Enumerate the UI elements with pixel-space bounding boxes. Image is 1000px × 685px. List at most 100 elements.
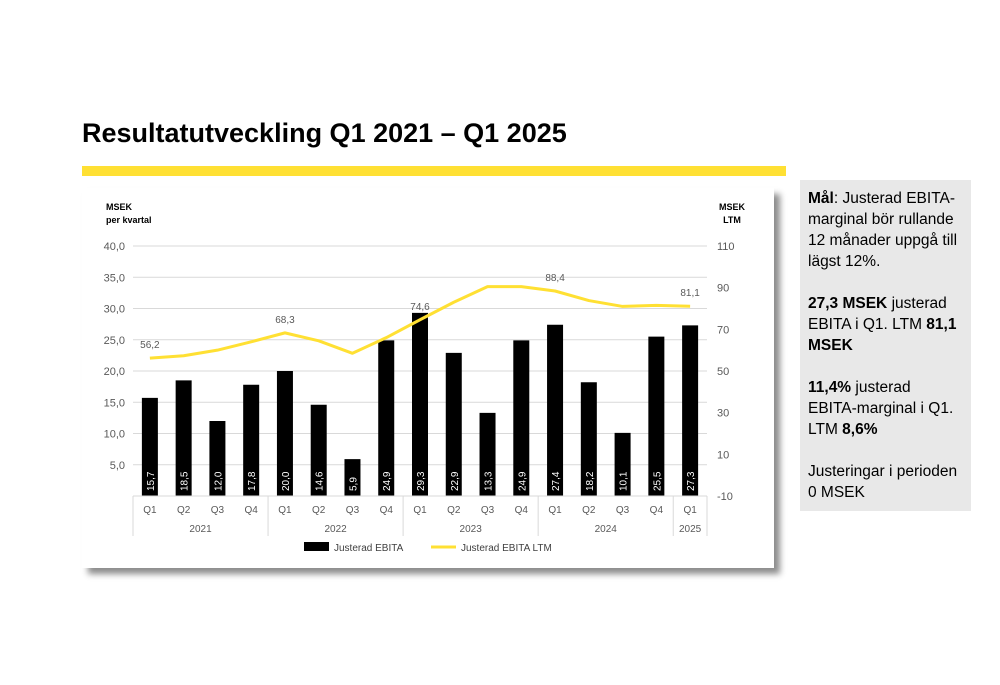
y-left-title: per kvartal [106,215,152,225]
year-label: 2025 [679,524,702,535]
y-right-title: LTM [723,215,741,225]
y-left-tick-label: 20,0 [104,366,125,378]
y-left-tick-label: 25,0 [104,335,125,347]
adjustments-paragraph: Justeringar i perioden 0 MSEK [808,461,963,503]
bar-value-label: 29,3 [416,471,427,491]
x-tick-label: Q2 [447,505,461,516]
legend-label-line: Justerad EBITA LTM [461,543,552,554]
y-left-tick-label: 35,0 [104,272,125,284]
y-right-tick-label: 50 [717,366,729,378]
bar [243,384,260,496]
bar-value-label: 22,9 [450,471,461,491]
bar [479,412,496,496]
margin-text: justerad EBITA-marginal i Q1. LTM [808,379,954,438]
bar-value-label: 14,6 [315,471,326,491]
line-value-label: 88,4 [545,273,565,284]
year-label: 2022 [324,524,347,535]
bar [344,459,361,496]
x-tick-label: Q2 [177,505,191,516]
line-value-label: 81,1 [680,288,700,299]
y-left-tick-label: 15,0 [104,397,125,409]
y-right-tick-label: 70 [717,324,729,336]
x-tick-label: Q3 [481,505,495,516]
title-underline-bar [82,166,786,176]
year-label: 2021 [189,524,212,535]
bar-value-label: 15,7 [146,471,157,491]
y-right-tick-label: 30 [717,408,729,420]
bar-value-label: 5,9 [348,477,359,491]
bar-value-label: 25,5 [652,471,663,491]
ltm-line [149,285,691,360]
legend-label-bar: Justerad EBITA [334,543,404,554]
x-tick-label: Q2 [312,505,326,516]
bar [580,382,597,496]
bar-value-label: 27,3 [686,471,697,491]
x-tick-label: Q4 [650,505,664,516]
year-label: 2024 [595,524,618,535]
line-value-label: 68,3 [275,315,295,326]
x-tick-label: Q2 [582,505,596,516]
ebita-value: 27,3 MSEK [808,295,888,312]
x-tick-label: Q1 [683,505,697,516]
ebita-chart: 5,0 10,0 15,0 20,0 25,0 30,0 35,0 40,0 -10 10 30 50… [104,202,746,554]
margin-paragraph: 11,4% justerad EBITA-marginal i Q1. LTM … [808,377,963,440]
x-tick-label: Q4 [245,505,259,516]
margin-ltm-value: 8,6% [842,421,878,438]
y-left-tick-label: 40,0 [104,241,125,253]
goal-paragraph: Mål: Justerad EBITA-marginal bör rulland… [808,188,963,272]
bar [513,340,530,496]
line-value-label: 74,6 [410,302,430,313]
adjustments-text: Justeringar i perioden 0 MSEK [808,463,958,501]
chart-panel: 5,0 10,0 15,0 20,0 25,0 30,0 35,0 40,0 -10 10 30 50… [82,188,774,568]
goal-label: Mål [808,190,834,207]
y-left-tick-label: 30,0 [104,304,125,316]
x-tick-label: Q1 [548,505,562,516]
y-left-title: MSEK [106,202,133,212]
y-right-tick-label: -10 [717,491,733,503]
bar [175,380,192,496]
bar [614,432,631,496]
bar-value-label: 24,9 [517,471,528,491]
bar-value-label: 20,0 [281,471,292,491]
goal-text: : Justerad EBITA-marginal bör rullande 1… [808,190,958,270]
bar-value-label: 13,3 [484,471,495,491]
line-value-label: 56,2 [140,340,160,351]
bar [445,352,462,496]
bar [682,325,699,496]
bar-value-label: 24,9 [382,471,393,491]
bar [276,371,293,496]
y-right-tick-label: 90 [717,283,729,295]
y-right-tick-label: 110 [717,241,735,253]
x-tick-label: Q1 [278,505,292,516]
ebita-text: justerad EBITA i Q1. LTM [808,295,947,333]
x-tick-label: Q3 [616,505,630,516]
legend-swatch-bar [304,542,329,551]
y-left-tick-label: 5,0 [110,460,125,472]
ltm-value: 81,1 MSEK [808,316,957,354]
y-left-tick-label: 10,0 [104,429,125,441]
bar-value-label: 17,8 [247,471,258,491]
x-tick-label: Q4 [515,505,529,516]
bar [547,324,564,496]
bar-value-label: 10,1 [619,471,630,491]
x-tick-label: Q4 [380,505,394,516]
bar-value-label: 18,5 [180,471,191,491]
bar [648,336,665,496]
page-title: Resultatutveckling Q1 2021 – Q1 2025 [82,118,567,148]
bar [209,421,226,496]
y-right-title: MSEK [719,202,746,212]
bar-value-label: 18,2 [585,471,596,491]
bar [141,397,158,496]
x-tick-label: Q1 [143,505,157,516]
bar [378,340,395,496]
bar-value-label: 27,4 [551,471,562,491]
bar [412,312,428,496]
x-tick-label: Q1 [413,505,427,516]
bar-value-label: 12,0 [213,471,224,491]
margin-value: 11,4% [808,379,852,396]
bar [310,404,327,496]
ebita-paragraph: 27,3 MSEK justerad EBITA i Q1. LTM 81,1 … [808,293,963,356]
year-label: 2023 [460,524,483,535]
info-box: Mål: Justerad EBITA-marginal bör rulland… [800,180,971,511]
x-tick-label: Q3 [346,505,360,516]
